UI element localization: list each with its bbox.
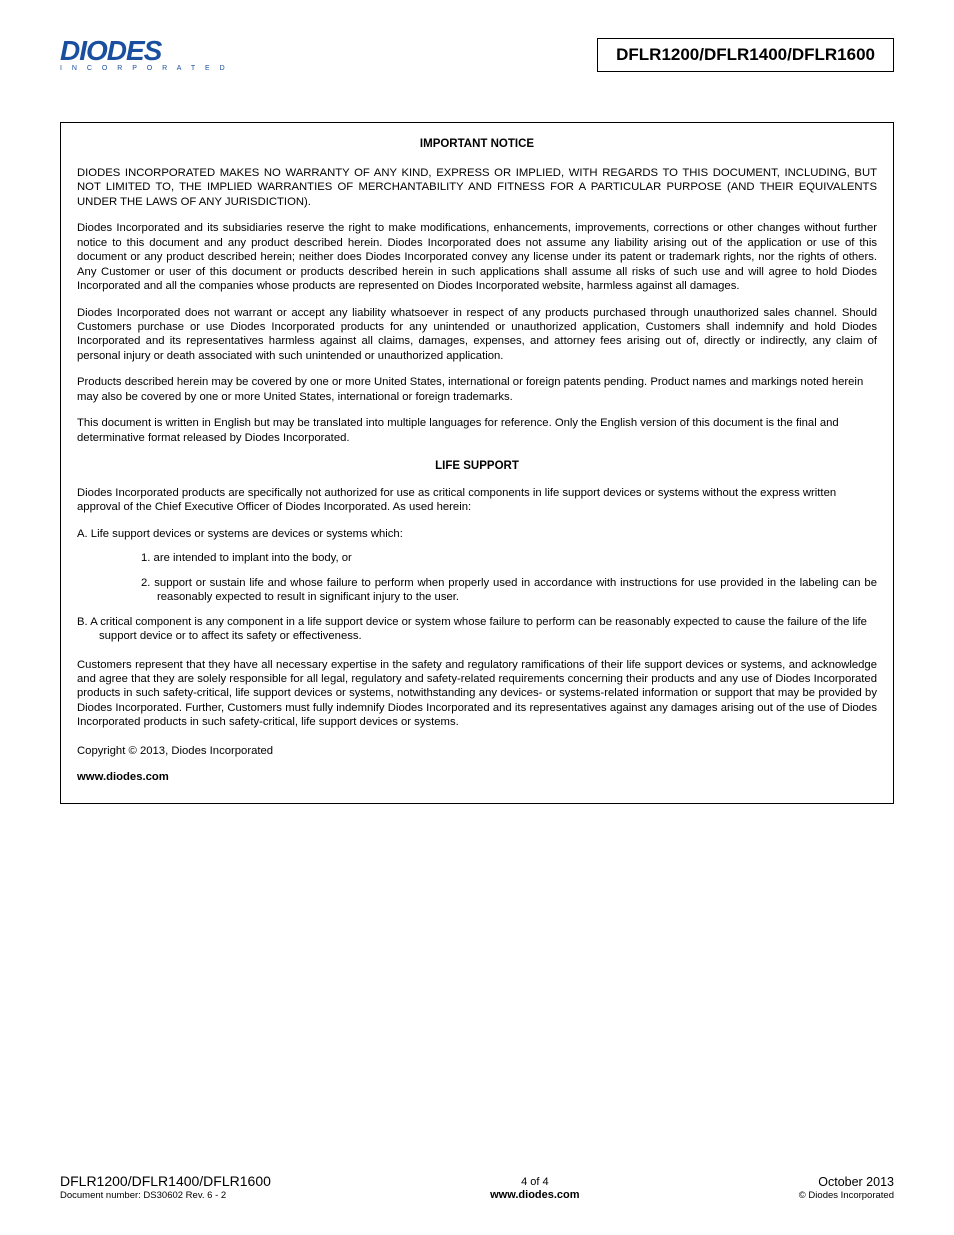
important-notice-box: IMPORTANT NOTICE DIODES INCORPORATED MAK… <box>60 122 894 803</box>
footer-copyright: © Diodes Incorporated <box>799 1190 894 1201</box>
notice-paragraph-3: Diodes Incorporated does not warrant or … <box>77 306 877 364</box>
footer-right: October 2013 © Diodes Incorporated <box>799 1175 894 1201</box>
company-logo: DIODES I N C O R P O R A T E D <box>60 38 230 72</box>
notice-paragraph-5: This document is written in English but … <box>77 416 877 445</box>
footer-website[interactable]: www.diodes.com <box>271 1189 799 1201</box>
notice-paragraph-1: DIODES INCORPORATED MAKES NO WARRANTY OF… <box>77 166 877 209</box>
footer-part-number: DFLR1200/DFLR1400/DFLR1600 <box>60 1173 271 1189</box>
copyright-text: Copyright © 2013, Diodes Incorporated <box>77 744 877 758</box>
website-link[interactable]: www.diodes.com <box>77 770 877 784</box>
life-support-closing: Customers represent that they have all n… <box>77 658 877 730</box>
footer-page-number: 4 of 4 <box>271 1176 799 1188</box>
life-support-intro: Diodes Incorporated products are specifi… <box>77 486 877 515</box>
logo-text: DIODES <box>60 38 230 63</box>
footer-row: DFLR1200/DFLR1400/DFLR1600 Document numb… <box>60 1173 894 1201</box>
life-support-item-b: B. A critical component is any component… <box>77 615 877 644</box>
logo-subtext: I N C O R P O R A T E D <box>60 65 230 72</box>
life-support-item-a: A. Life support devices or systems are d… <box>77 527 877 541</box>
life-support-item-a2: 2. support or sustain life and whose fai… <box>141 576 877 605</box>
life-support-item-a1: 1. are intended to implant into the body… <box>141 551 877 565</box>
footer-left: DFLR1200/DFLR1400/DFLR1600 Document numb… <box>60 1173 271 1201</box>
page-header: DIODES I N C O R P O R A T E D DFLR1200/… <box>60 38 894 72</box>
page-footer: DFLR1200/DFLR1400/DFLR1600 Document numb… <box>60 1173 894 1201</box>
part-number-box: DFLR1200/DFLR1400/DFLR1600 <box>597 38 894 72</box>
notice-paragraph-2: Diodes Incorporated and its subsidiaries… <box>77 221 877 293</box>
life-support-title: LIFE SUPPORT <box>77 459 877 474</box>
datasheet-page: DIODES I N C O R P O R A T E D DFLR1200/… <box>0 0 954 1235</box>
notice-paragraph-4: Products described herein may be covered… <box>77 375 877 404</box>
footer-doc-number: Document number: DS30602 Rev. 6 - 2 <box>60 1190 271 1201</box>
footer-center: 4 of 4 www.diodes.com <box>271 1176 799 1201</box>
notice-title: IMPORTANT NOTICE <box>77 137 877 152</box>
footer-date: October 2013 <box>799 1175 894 1189</box>
